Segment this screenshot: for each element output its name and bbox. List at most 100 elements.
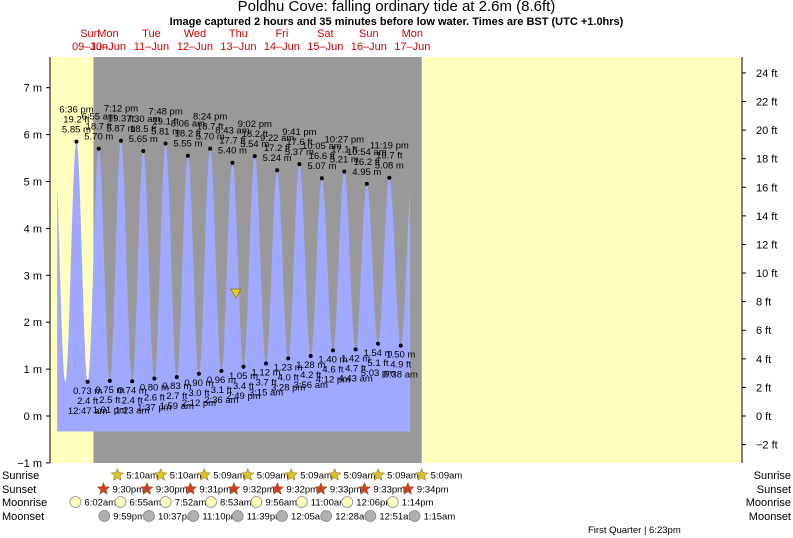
sunset-icon <box>357 481 372 495</box>
sunrise-icon <box>153 467 168 481</box>
low-tide-point <box>375 341 380 346</box>
moonrise-time: 9:56am <box>265 498 297 509</box>
low-tide-time: 1:59 am <box>160 401 194 412</box>
high-tide-time: 7:12 pm <box>104 104 138 115</box>
low-tide-feet: 3.4 ft <box>233 381 254 392</box>
sunset-icon <box>227 481 241 495</box>
sunset-time: 9:31pm <box>199 485 231 496</box>
day-date: 17–Jun <box>394 41 430 53</box>
low-tide-feet: 2.5 ft <box>99 395 120 406</box>
moonrise-time: 6:55am <box>130 498 162 509</box>
low-tide-feet: 2.4 ft <box>77 396 98 407</box>
high-tide-metres: 5.21 m <box>330 155 359 166</box>
low-tide-time: 5:38 am <box>384 370 418 381</box>
low-tide-metres: 1.54 m <box>363 348 392 359</box>
high-tide-time: 8:06 am <box>171 119 205 130</box>
high-tide-time: 11:19 pm <box>370 141 409 152</box>
high-tide-point <box>275 168 280 173</box>
sunrise-icon <box>197 467 212 481</box>
high-tide-metres: 5.87 m <box>106 124 135 135</box>
low-tide-point <box>174 375 179 380</box>
moonset-time: 9:59pm <box>113 512 145 523</box>
y-tick-label-m: 1 m <box>24 364 42 376</box>
high-tide-feet: 19.1 ft <box>152 117 179 128</box>
sunrise-icon <box>414 467 429 481</box>
sunrise-time: 5:10am <box>170 471 202 482</box>
sunrise-time: 5:09am <box>213 471 245 482</box>
sunset-time: 9:32pm <box>243 485 275 496</box>
night-band <box>407 57 422 463</box>
moonrise-time: 11:00am <box>311 498 347 509</box>
moonrise-icon <box>386 496 399 508</box>
low-tide-point <box>196 371 201 376</box>
low-tide-metres: 1.05 m <box>229 371 258 382</box>
low-tide-time: 2:12 pm <box>182 398 216 409</box>
low-tide-point <box>85 379 90 384</box>
moonrise-icon <box>295 496 308 508</box>
moonrise-time: 8:53am <box>220 498 252 509</box>
low-tide-time: 5:03 pm <box>361 368 395 379</box>
low-tide-time: 3:28 pm <box>271 382 305 393</box>
low-tide-feet: 2.4 ft <box>122 395 143 406</box>
moonset-time: 12:51am <box>379 512 416 523</box>
high-tide-feet: 17.2 ft <box>264 143 291 154</box>
moonrise-time: 6:02am <box>84 498 116 509</box>
high-tide-metres: 5.40 m <box>218 146 247 157</box>
high-tide-time: 9:02 pm <box>238 119 272 130</box>
sunset-time: 9:32pm <box>286 485 318 496</box>
high-tide-feet: 18.2 ft <box>242 129 269 140</box>
sunrise-icon <box>327 467 342 481</box>
sunset-time: 9:33pm <box>330 485 362 496</box>
y-tick-label-ft: 24 ft <box>756 68 777 80</box>
high-tide-point <box>74 139 79 144</box>
day-name: Sat <box>317 28 334 40</box>
low-tide-point <box>398 343 403 348</box>
low-tide-feet: 3.0 ft <box>188 388 209 399</box>
moonrise-icon <box>159 496 172 508</box>
high-tide-point <box>387 175 392 180</box>
high-tide-feet: 19.3 ft <box>108 114 135 125</box>
high-tide-feet: 18.7 ft <box>197 122 224 133</box>
y-tick-label-m: 4 m <box>24 223 42 235</box>
low-tide-feet: 4.2 ft <box>300 370 321 381</box>
high-tide-point <box>297 162 302 167</box>
sunset-icon <box>401 481 415 495</box>
day-date: 10–Jun <box>90 41 126 53</box>
low-tide-point <box>353 347 358 352</box>
sunset-icon <box>183 481 198 495</box>
low-tide-time: 12:47 am <box>68 406 108 417</box>
day-date: 14–Jun <box>264 41 300 53</box>
day-name: Fri <box>275 28 288 40</box>
low-tide-feet: 3.1 ft <box>211 385 232 396</box>
high-tide-metres: 5.08 m <box>375 161 404 172</box>
chart-subtitle: Image captured 2 hours and 35 minutes be… <box>169 16 624 28</box>
current-level-marker <box>230 288 242 299</box>
y-tick-label-ft: 0 ft <box>756 411 771 423</box>
high-tide-point <box>342 169 347 174</box>
sunrise-time: 5:09am <box>300 471 332 482</box>
high-tide-point <box>364 181 369 186</box>
high-tide-feet: 16.7 ft <box>376 151 403 162</box>
low-tide-metres: 1.12 m <box>252 367 281 378</box>
high-tide-point <box>208 146 213 151</box>
high-tide-metres: 4.95 m <box>352 167 381 178</box>
moonset-icon <box>187 510 200 522</box>
sunrise-icon <box>371 467 385 481</box>
low-tide-time: 4:12 pm <box>316 374 350 385</box>
low-tide-point <box>264 361 269 366</box>
low-tide-metres: 0.73 m <box>73 386 102 397</box>
low-tide-point <box>330 348 335 353</box>
moonrise-icon <box>69 496 82 508</box>
y-tick-label-ft: 22 ft <box>756 97 777 109</box>
sunrise-icon <box>240 467 255 481</box>
low-tide-time: 3:15 am <box>249 387 283 398</box>
low-tide-time: 1:23 am <box>115 405 149 416</box>
high-tide-time: 10:54 am <box>347 147 387 158</box>
sunset-time: 9:33pm <box>373 485 405 496</box>
high-tide-feet: 18.5 ft <box>130 124 157 135</box>
high-tide-time: 9:22 am <box>260 133 294 144</box>
high-tide-time: 7:30 am <box>126 114 160 125</box>
high-tide-feet: 16.2 ft <box>354 157 381 168</box>
low-tide-metres: 0.90 m <box>184 378 213 389</box>
